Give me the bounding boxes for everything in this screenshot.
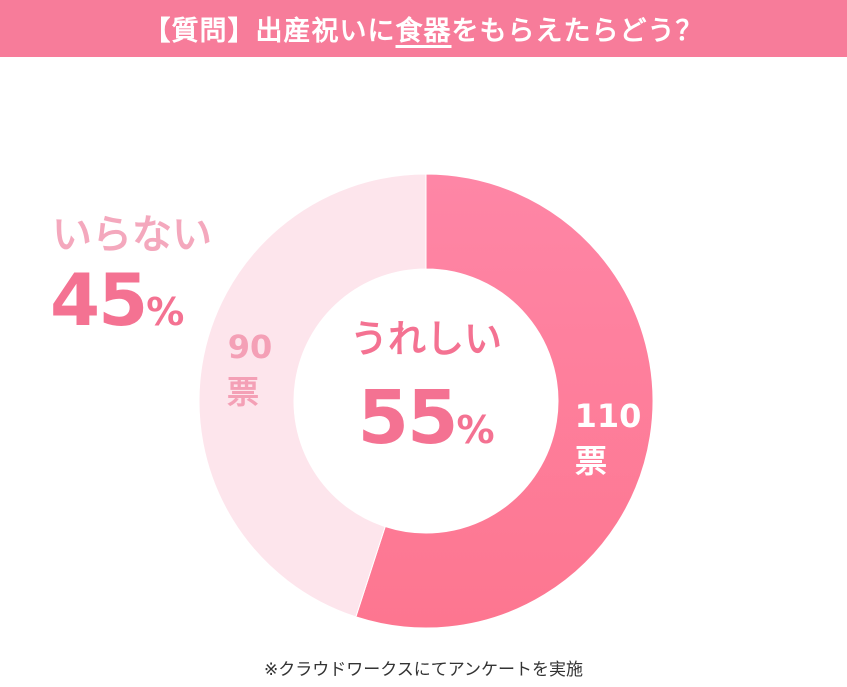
yes-pct-number: 55	[357, 375, 456, 461]
footnote: ※クラウドワークスにてアンケートを実施	[263, 660, 584, 680]
yes-votes-number: 110	[575, 397, 642, 435]
slice-no	[198, 173, 427, 618]
no-percentage: 45%	[50, 258, 184, 342]
no-pct-number: 45	[50, 258, 148, 342]
header-title-after: をもらえたらどう？	[451, 16, 704, 47]
no-votes-unit: 票	[227, 373, 259, 411]
header-title-underlined: 食器	[395, 16, 452, 47]
yes-percentage: 55%	[357, 375, 494, 461]
yes-label: うれしい	[350, 317, 502, 361]
chart-slices	[198, 173, 654, 629]
no-votes-number: 90	[228, 328, 273, 366]
slice-yes	[355, 173, 654, 629]
yes-pct-symbol: %	[456, 408, 494, 452]
header-banner: 【質問】出産祝いに 食器 をもらえたらどう？	[0, 0, 847, 57]
header-title-before: 【質問】出産祝いに	[143, 16, 396, 47]
no-label: いらない	[52, 212, 212, 258]
no-pct-symbol: %	[146, 290, 185, 334]
yes-votes-unit: 票	[575, 442, 607, 480]
